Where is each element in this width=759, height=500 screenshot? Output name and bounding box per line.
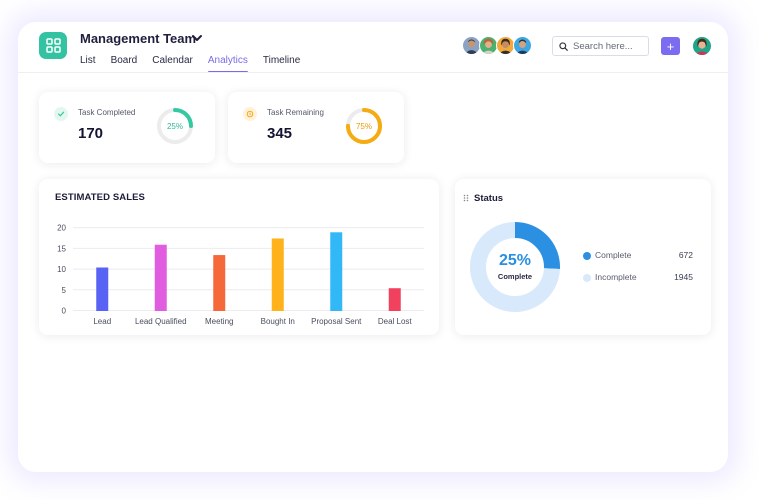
donut-center-percent: 25%	[498, 252, 532, 269]
progress-ring: 75%	[346, 108, 382, 144]
y-tick-label: 20	[57, 224, 66, 233]
app-logo[interactable]	[39, 32, 67, 59]
avatar[interactable]	[513, 36, 532, 55]
legend-dot	[583, 274, 591, 282]
tab-calendar[interactable]: Calendar	[152, 55, 193, 66]
status-card: Status 25% Complete Complete 672 Incompl…	[455, 179, 711, 335]
legend-label: Complete	[595, 250, 632, 260]
kpi-label: Task Completed	[78, 108, 136, 117]
kpi-value: 170	[78, 125, 104, 142]
status-title: Status	[474, 193, 504, 204]
kpi-value: 345	[267, 125, 293, 142]
header-divider	[18, 72, 728, 73]
x-tick-label: Bought In	[261, 317, 295, 326]
y-tick-label: 0	[62, 307, 67, 316]
bar[interactable]	[388, 288, 401, 311]
team-avatars	[462, 36, 532, 55]
x-tick-label: Deal Lost	[378, 317, 413, 326]
avatar[interactable]	[462, 36, 481, 55]
bar[interactable]	[154, 244, 167, 311]
y-tick-label: 10	[57, 265, 66, 274]
bar[interactable]	[213, 255, 226, 311]
status-donut-chart	[470, 222, 560, 312]
tab-board[interactable]: Board	[110, 55, 138, 66]
bar[interactable]	[271, 238, 284, 312]
progress-ring: 25%	[157, 108, 193, 144]
legend-dot	[583, 252, 591, 260]
x-tick-label: Lead	[93, 317, 111, 326]
grid-icon	[45, 38, 61, 53]
progress-ring-label: 75%	[356, 122, 372, 131]
progress-ring-label: 25%	[167, 122, 183, 131]
y-tick-label: 15	[57, 244, 66, 253]
bar[interactable]	[330, 232, 343, 311]
y-tick-label: 5	[62, 286, 67, 295]
drag-handle-icon[interactable]	[463, 194, 469, 202]
team-title[interactable]: Management Team	[80, 31, 197, 46]
tab-timeline[interactable]: Timeline	[262, 55, 301, 66]
avatar[interactable]	[496, 36, 515, 55]
tab-analytics[interactable]: Analytics	[207, 55, 248, 73]
bar[interactable]	[96, 267, 109, 312]
x-tick-label: Proposal Sent	[311, 317, 362, 326]
x-tick-label: Lead Qualified	[135, 317, 187, 326]
legend-label: Incomplete	[595, 272, 637, 282]
legend-item-incomplete: Incomplete 1945	[583, 272, 693, 284]
search-icon	[559, 41, 568, 51]
add-button[interactable]: +	[661, 37, 680, 55]
x-tick-label: Meeting	[205, 317, 233, 326]
tab-list[interactable]: List	[80, 55, 96, 66]
kpi-label: Task Remaining	[267, 108, 324, 117]
chevron-down-icon[interactable]	[191, 32, 203, 44]
task-completed-card: Task Completed 170 25%	[39, 92, 215, 163]
task-remaining-card: Task Remaining 345 75%	[228, 92, 404, 163]
check-icon	[54, 107, 68, 121]
search-box[interactable]	[552, 36, 649, 56]
legend-item-complete: Complete 672	[583, 250, 693, 262]
clock-icon	[243, 107, 257, 121]
legend-value: 672	[678, 250, 693, 260]
donut-center-label: Complete	[497, 272, 533, 281]
app-window: Management Team List Board Calendar Anal…	[18, 22, 728, 472]
progress-ring-arc	[346, 108, 382, 144]
avatar[interactable]	[479, 36, 498, 55]
legend-value: 1945	[674, 272, 693, 282]
progress-ring-arc	[157, 108, 193, 144]
user-avatar[interactable]	[693, 37, 711, 55]
estimated-sales-card: ESTIMATED SALES 20 15 10 5 0 Lead Lead Qualifi…	[39, 179, 439, 335]
donut-slice-incomplete[interactable]	[470, 222, 560, 312]
view-tabs: List Board Calendar Analytics Timeline	[80, 55, 300, 73]
sales-bar-chart: 20 15 10 5 0 Lead Lead Qualified Meeting Bought …	[57, 224, 424, 326]
search-input[interactable]	[573, 40, 647, 52]
sales-title: ESTIMATED SALES	[55, 192, 145, 203]
